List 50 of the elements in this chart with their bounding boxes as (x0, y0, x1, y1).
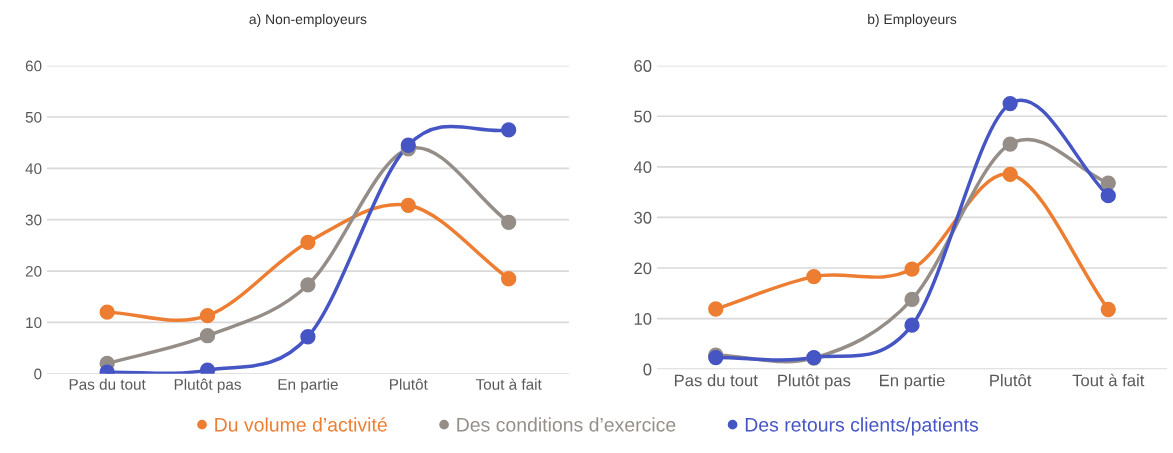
y-tick-label: 0 (643, 363, 652, 376)
point (1002, 166, 1018, 183)
y-tick-label: 0 (34, 368, 42, 380)
point (904, 261, 920, 277)
chart-title: a) Non-employeurs (249, 13, 367, 27)
legend-label: Des retours clients/patients (745, 417, 979, 436)
point (400, 137, 416, 153)
point (99, 304, 115, 320)
point (904, 317, 920, 333)
y-tick-label: 60 (634, 60, 652, 72)
x-tick-label: Tout à fait (1072, 373, 1145, 387)
y-tick-label: 10 (634, 313, 652, 325)
y-tick-label: 40 (633, 161, 652, 174)
y-tick-label: 30 (25, 214, 42, 226)
legend-label: Du volume d’activité (215, 417, 387, 432)
x-tick-label: Tout à fait (475, 378, 542, 390)
y-tick-label: 10 (26, 317, 42, 329)
y-tick-label: 40 (25, 163, 42, 175)
x-tick-label: En partie (880, 374, 945, 390)
point (199, 308, 216, 324)
point (300, 277, 316, 293)
point (501, 271, 517, 287)
x-tick-label: Pas du tout (69, 378, 146, 390)
point (904, 291, 920, 308)
point (300, 329, 316, 345)
chart-title: b) Employeurs (868, 13, 957, 27)
y-tick-label: 30 (634, 211, 652, 224)
point (1002, 136, 1018, 152)
legend-label: Des conditions d’exercice (457, 417, 676, 432)
y-tick-label: 50 (634, 110, 652, 123)
point (199, 328, 216, 344)
point (501, 122, 517, 138)
x-tick-label: Plutôt pas (174, 378, 241, 393)
point (501, 214, 517, 230)
x-tick-label: Plutôt (990, 374, 1032, 387)
x-tick-label: Plutôt pas (778, 374, 851, 390)
x-tick-label: En partie (278, 378, 338, 393)
point (400, 197, 416, 213)
point (1100, 301, 1116, 318)
x-tick-label: Plutôt (390, 378, 428, 390)
point (806, 268, 822, 285)
point (1002, 95, 1018, 112)
point (300, 234, 316, 250)
point (708, 301, 724, 317)
y-tick-label: 20 (634, 262, 652, 275)
y-tick-label: 50 (25, 111, 42, 123)
point (1100, 188, 1116, 204)
y-tick-label: 60 (25, 60, 42, 72)
x-tick-label: Pas du tout (674, 374, 758, 387)
y-tick-label: 20 (25, 265, 42, 277)
